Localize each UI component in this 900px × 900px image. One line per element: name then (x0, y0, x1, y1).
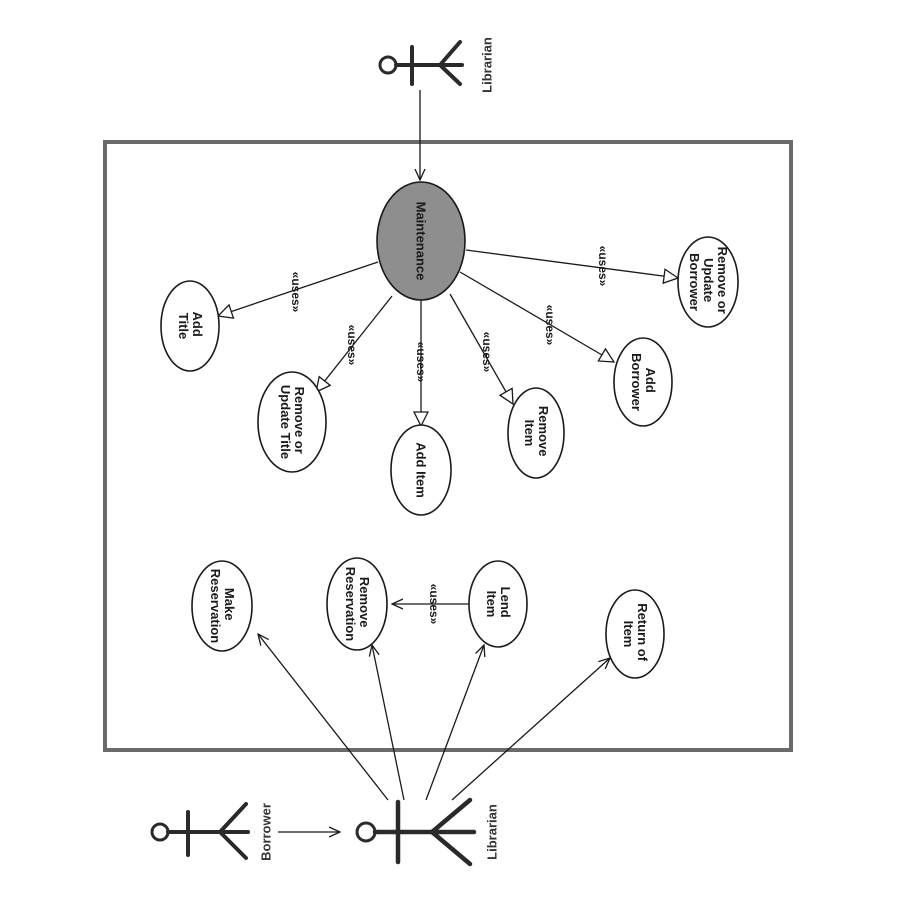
use-case-label-line: Item (484, 591, 499, 618)
use-case-label-line: Item (522, 420, 537, 447)
use-case-label-line: Update Title (278, 385, 293, 459)
uses-label: «uses» (543, 305, 557, 346)
association-librarian-remove-reservation (372, 645, 405, 801)
uses-maintenance-remove-item (449, 293, 513, 404)
top-librarian-actor[interactable]: Librarian (378, 37, 495, 93)
use-case-add-title[interactable]: Add Title (160, 280, 220, 372)
actor-icon (355, 797, 477, 867)
svg-text:Remove Reservation: Remove Reservation (343, 567, 372, 641)
svg-text:Make Reservation: Make Reservation (208, 569, 237, 643)
borrower-actor[interactable]: Borrower (150, 802, 274, 861)
use-case-label-line: Remove or (292, 387, 307, 454)
use-case-label-line: Title (176, 313, 191, 340)
association-librarian-return-of-item (451, 658, 610, 801)
use-case-label-line: Remove or (715, 247, 730, 314)
uses-label: «uses» (345, 325, 359, 366)
use-case-lend-item[interactable]: Lend Item (468, 560, 528, 648)
actor-icon (150, 802, 250, 860)
use-case-label-line: Remove (357, 577, 372, 628)
uses-label: «uses» (414, 342, 428, 383)
use-case-label-line: Add (643, 368, 658, 393)
svg-text:Add Borrower: Add Borrower (629, 353, 658, 411)
svg-text:Return of Item: Return of Item (621, 603, 650, 664)
system-boundary (103, 140, 793, 752)
use-case-return-of-item[interactable]: Return of Item (605, 589, 665, 679)
use-case-remove-update-title[interactable]: Remove or Update Title (257, 371, 327, 473)
use-case-remove-update-borrower[interactable]: Remove or Update Borrower (677, 236, 739, 328)
use-case-label: Add Item (414, 442, 429, 498)
uses-label: «uses» (427, 584, 441, 625)
svg-text:Add Title: Add Title (176, 312, 205, 341)
bottom-librarian-label: Librarian (485, 804, 500, 860)
use-case-maintenance[interactable]: Maintenance (376, 181, 466, 301)
use-case-remove-reservation[interactable]: Remove Reservation (326, 557, 388, 651)
use-case-add-item[interactable]: Add Item (390, 424, 452, 516)
use-case-label-line: Reservation (208, 569, 223, 643)
use-case-add-borrower[interactable]: Add Borrower (613, 337, 673, 427)
use-case-label-line: Return of (635, 603, 650, 661)
uses-maintenance-add-title (218, 261, 379, 316)
uses-label: «uses» (480, 332, 494, 373)
svg-text:Lend Item: Lend Item (484, 587, 513, 622)
use-case-label-line: Add (190, 312, 205, 337)
use-case-label-line: Reservation (343, 567, 358, 641)
use-case-label-line: Update (701, 258, 716, 302)
uses-maintenance-remove-update-borrower (465, 249, 678, 278)
use-case-make-reservation[interactable]: Make Reservation (191, 560, 253, 652)
use-case-label-line: Make (222, 588, 237, 621)
bottom-librarian-actor[interactable]: Librarian (355, 797, 500, 867)
borrower-label: Borrower (259, 803, 274, 861)
use-case-label: Maintenance (414, 202, 429, 281)
uses-label: «uses» (596, 246, 610, 287)
association-librarian-lend-item (425, 645, 484, 801)
svg-text:Remove or Update Title: Remove or Update Title (278, 385, 307, 459)
association-librarian-make-reservation (258, 634, 389, 801)
top-librarian-label: Librarian (480, 37, 495, 93)
use-case-label-line: Remove (536, 406, 551, 457)
uses-maintenance-remove-update-title (316, 295, 393, 392)
use-case-remove-item[interactable]: Remove Item (507, 387, 565, 479)
svg-text:Remove Item: Remove Item (522, 406, 551, 460)
use-case-label-line: Item (621, 621, 636, 648)
svg-text:Remove or Update B: Remove or Update Borrower (687, 247, 730, 318)
uses-label: «uses» (289, 272, 303, 313)
uses-maintenance-add-borrower (459, 271, 614, 362)
use-case-label-line: Borrower (629, 353, 644, 411)
use-case-label-line: Borrower (687, 253, 702, 311)
use-case-label-line: Lend (498, 587, 513, 618)
actor-icon (378, 40, 464, 86)
